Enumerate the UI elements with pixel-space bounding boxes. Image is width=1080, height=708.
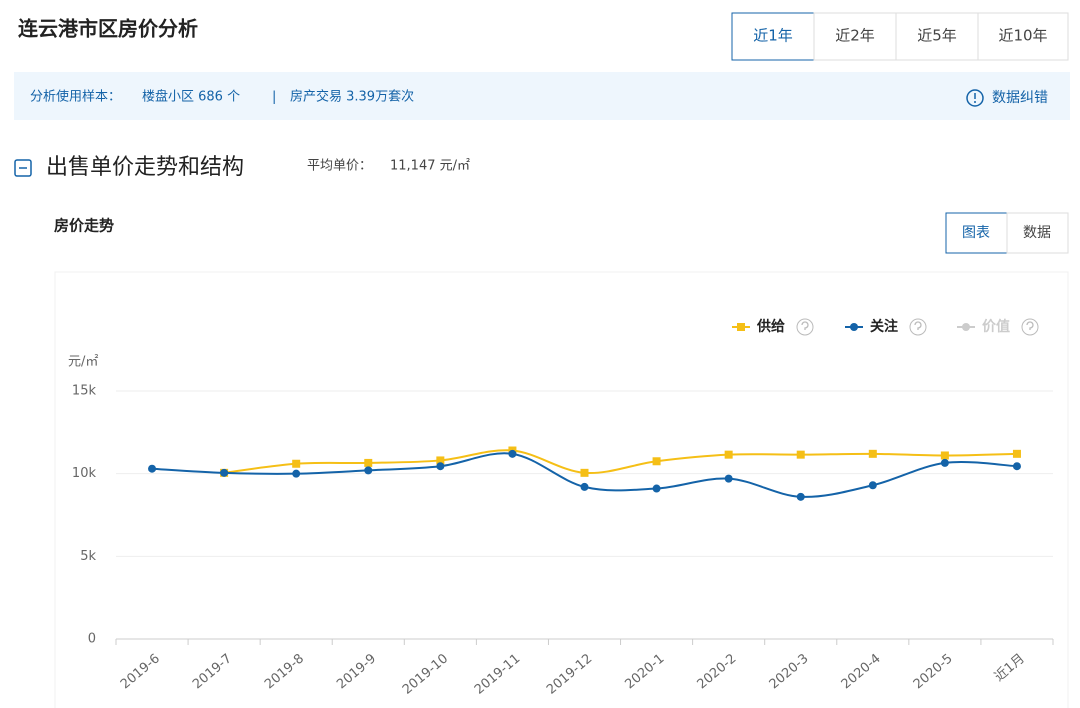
page-title: 连云港市区房价分析: [18, 17, 198, 41]
x-tick-label: 2019-7: [190, 651, 235, 692]
alert-icon: [974, 101, 976, 103]
sample-trades: 房产交易 3.39万套次: [290, 89, 414, 105]
alert-icon[interactable]: [966, 89, 984, 107]
help-icon: [801, 321, 809, 330]
help-icon: [796, 318, 814, 336]
legend-swatch: [962, 323, 970, 331]
x-tick-label: 2020-2: [695, 651, 740, 692]
x-tick-label: 2019-11: [472, 651, 523, 697]
tab[interactable]: [813, 12, 897, 61]
x-tick-label: 2020-4: [839, 651, 884, 692]
help-icon: [1021, 318, 1039, 336]
point: [580, 482, 589, 491]
avg-value: 11,147 元/㎡: [390, 159, 470, 174]
legend-swatch: [737, 323, 745, 331]
toggle-label[interactable]: 数据: [1023, 225, 1051, 241]
help-icon: [914, 321, 922, 330]
point: [724, 474, 733, 483]
point: [220, 468, 229, 477]
y-tick-label: 10k: [72, 466, 97, 481]
point: [580, 468, 589, 477]
tab[interactable]: [895, 12, 979, 61]
help-icon: [1026, 321, 1034, 330]
point: [436, 456, 445, 465]
info-bar: [14, 72, 1070, 120]
correction-link[interactable]: 数据纠错: [992, 90, 1048, 106]
point: [508, 449, 517, 458]
point: [868, 481, 877, 490]
legend-label[interactable]: 供给: [756, 318, 785, 335]
sample-label: 分析使用样本：: [30, 89, 121, 105]
chart-panel: [54, 271, 1069, 708]
tab[interactable]: [731, 12, 815, 61]
y-axis-label: 元/㎡: [68, 355, 98, 370]
tab-label[interactable]: 近2年: [835, 27, 875, 45]
legend-swatch: [850, 323, 858, 331]
y-tick-label: 15k: [72, 384, 97, 399]
point: [1012, 462, 1021, 471]
tabs: 近1年 近2年 近5年 近10年: [731, 12, 1069, 61]
x-tick-label: 2020-3: [767, 651, 812, 692]
point: [940, 458, 949, 467]
point: [364, 466, 373, 475]
x-tick-label: 2019-6: [118, 651, 163, 692]
tab-label[interactable]: 近10年: [998, 27, 1047, 45]
point: [436, 462, 445, 471]
point: [292, 459, 301, 468]
point: [292, 469, 301, 478]
toggle[interactable]: [1006, 212, 1069, 254]
x-tick-label: 2019-12: [544, 651, 595, 697]
y-tick-label: 0: [88, 632, 96, 647]
avg-label: 平均单价：: [307, 159, 372, 174]
x-tick-label: 2020-5: [911, 651, 956, 692]
sample-estates: 楼盘小区 686 个: [142, 89, 240, 105]
help-icon: [909, 318, 927, 336]
series-line: [223, 449, 1017, 475]
toggle[interactable]: [945, 212, 1008, 254]
point: [796, 450, 805, 459]
point: [868, 449, 877, 458]
legend-label[interactable]: 价值: [982, 318, 1010, 335]
chart-heading: 房价走势: [54, 217, 114, 235]
point: [148, 464, 157, 473]
tab-label[interactable]: 近1年: [753, 27, 793, 45]
x-tick-label: 近1月: [992, 651, 1028, 685]
x-tick-label: 2019-8: [262, 651, 307, 692]
point: [724, 450, 733, 459]
section-title: 出售单价走势和结构: [46, 155, 244, 180]
legend-label[interactable]: 关注: [870, 318, 898, 335]
point: [652, 457, 661, 466]
point: [940, 451, 949, 460]
y-tick-label: 5k: [80, 549, 96, 564]
toggle-label[interactable]: 图表: [962, 225, 990, 241]
point: [1012, 449, 1021, 458]
separator: |: [272, 90, 276, 105]
x-tick-label: 2019-9: [334, 651, 379, 692]
tab[interactable]: [977, 12, 1069, 61]
point: [796, 492, 805, 501]
collapse-icon[interactable]: [14, 159, 32, 177]
x-tick-label: 2019-10: [400, 651, 451, 697]
tab-label[interactable]: 近5年: [917, 27, 957, 45]
point: [652, 484, 661, 493]
x-tick-label: 2020-1: [622, 651, 667, 692]
point: [364, 458, 373, 467]
